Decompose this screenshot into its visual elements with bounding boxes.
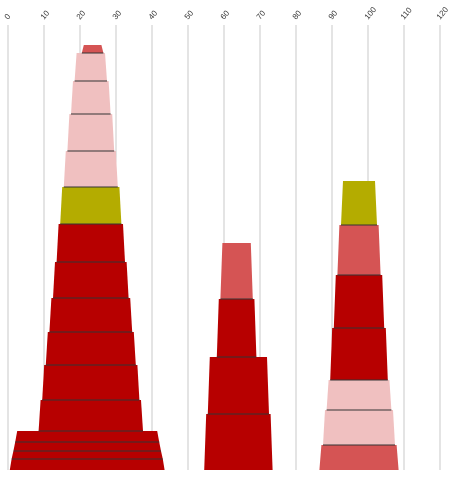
x-tick-label: 10 xyxy=(39,8,52,21)
stack-1-segment xyxy=(42,365,140,400)
stack-2 xyxy=(204,243,273,470)
x-tick-label: 20 xyxy=(75,8,88,21)
x-tick-label: 0 xyxy=(3,12,13,22)
x-tick-label: 40 xyxy=(147,8,160,21)
stack-3-segment xyxy=(337,225,381,275)
stack-1-segment xyxy=(49,298,133,332)
stack-2-segment xyxy=(216,299,257,357)
stack-1-segment xyxy=(74,53,107,81)
stack-3 xyxy=(319,181,399,470)
stack-1-segment xyxy=(15,431,160,442)
stacks xyxy=(9,45,399,470)
stack-1-segment xyxy=(9,459,165,470)
stack-3-segment xyxy=(333,275,385,328)
x-tick-label: 60 xyxy=(219,8,232,21)
x-tick-label: 30 xyxy=(111,8,124,21)
stack-1-segment xyxy=(45,332,136,365)
stack-3-segment xyxy=(319,445,399,470)
stack-3-segment xyxy=(326,380,392,410)
stack-1-segment xyxy=(67,114,115,151)
x-tick-label: 100 xyxy=(363,5,379,21)
stack-3-segment xyxy=(341,181,377,225)
stack-2-segment xyxy=(220,243,253,299)
stack-2-segment xyxy=(207,357,269,414)
stack-3-segment xyxy=(323,410,395,445)
stack-1 xyxy=(9,45,165,470)
stack-3-segment xyxy=(330,328,388,380)
x-tick-label: 50 xyxy=(183,8,196,21)
x-tick-label: 80 xyxy=(291,8,304,21)
stack-1-segment xyxy=(11,451,163,459)
stack-1-segment xyxy=(53,262,129,298)
stack-1-segment xyxy=(63,151,118,187)
x-tick-label: 120 xyxy=(435,5,451,21)
stack-1-segment xyxy=(56,224,125,262)
x-tick-label: 70 xyxy=(255,8,268,21)
stack-1-segment xyxy=(38,400,143,431)
x-axis-tick-labels: 0 10 20 30 40 50 60 70 80 90 100 110 120 xyxy=(3,5,451,21)
x-tick-label: 90 xyxy=(327,8,340,21)
stack-1-segment xyxy=(13,442,162,451)
stack-1-segment xyxy=(71,81,111,114)
stack-1-segment xyxy=(60,187,122,224)
stack-1-segment xyxy=(81,45,104,53)
x-tick-label: 110 xyxy=(399,5,414,21)
stack-2-segment xyxy=(204,414,273,470)
